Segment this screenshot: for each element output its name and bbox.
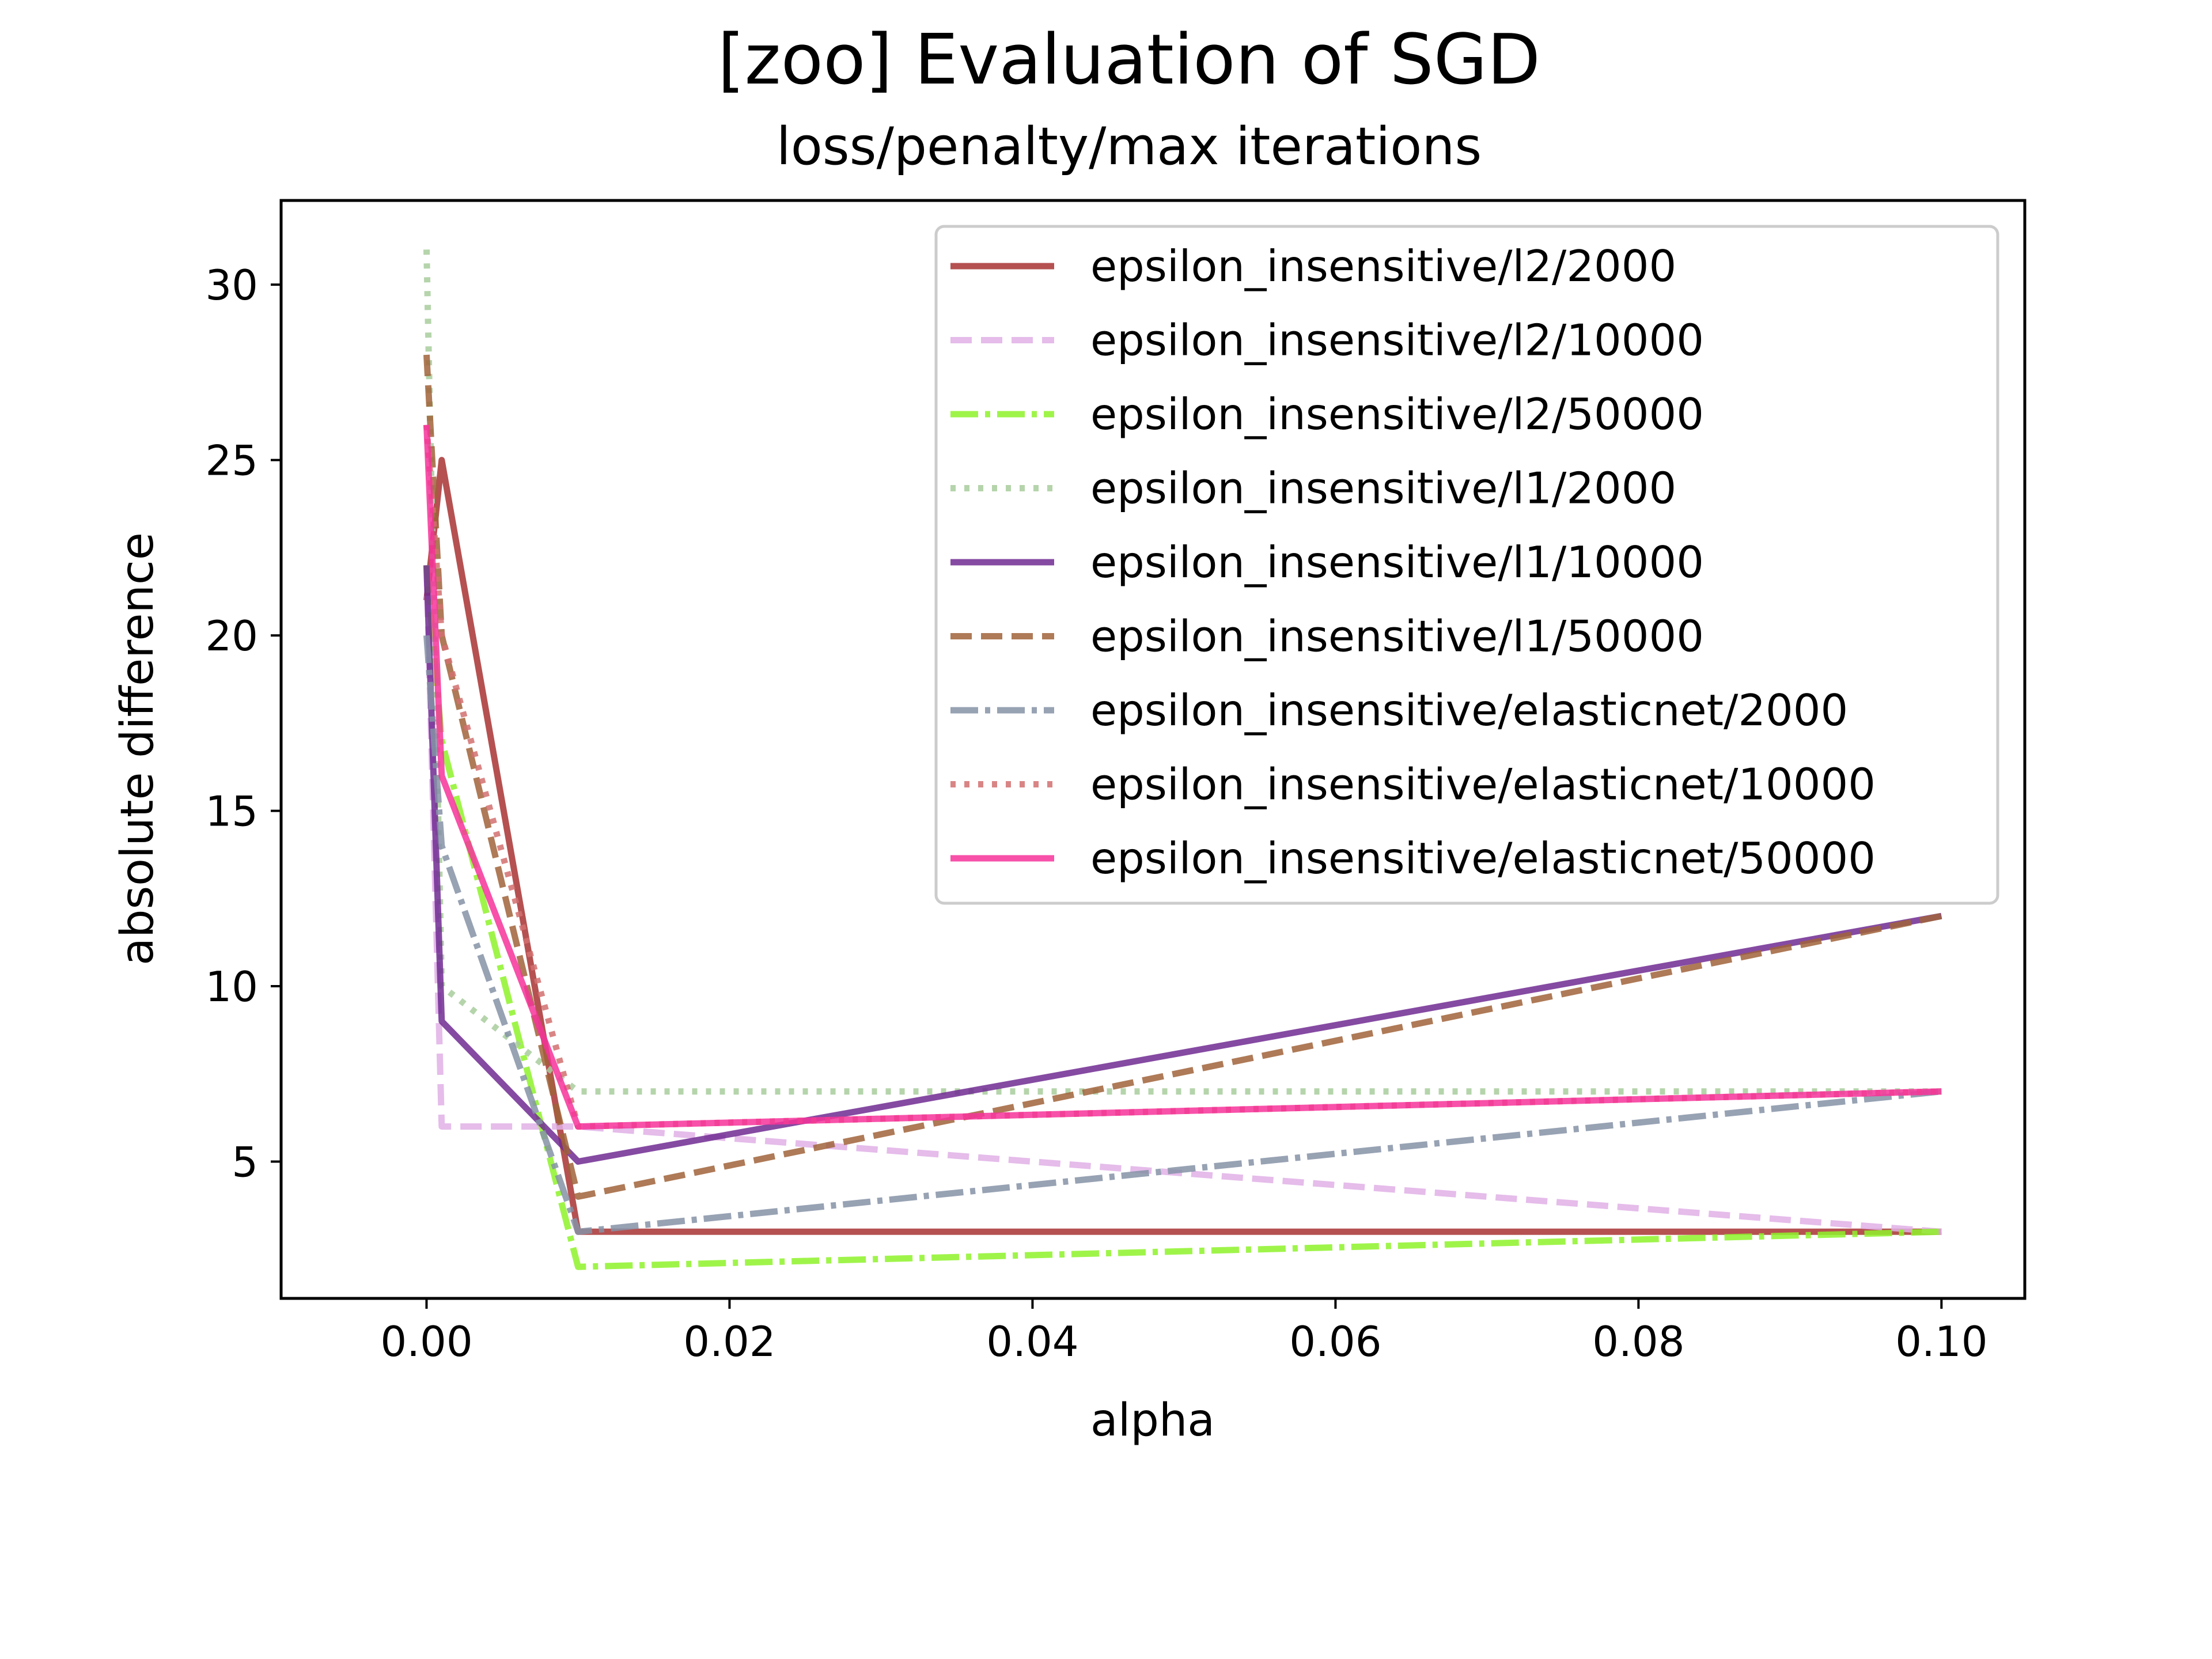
y-tick-label: 15 (205, 787, 258, 836)
series-line-3 (423, 565, 1942, 1270)
y-tick-label: 25 (205, 437, 258, 485)
y-tick-label: 20 (205, 612, 258, 660)
x-tick-label: 0.06 (1289, 1317, 1381, 1366)
legend-frame (934, 225, 1999, 905)
legend-label: epsilon_insensitive/l2/50000 (1090, 389, 1704, 440)
x-axis: 0.00 0.02 0.04 0.06 0.08 0.10 (380, 1298, 1988, 1366)
series-line-5 (423, 565, 1942, 1165)
legend-label: epsilon_insensitive/l2/2000 (1090, 241, 1676, 291)
y-tick-label: 30 (205, 261, 258, 309)
y-tick-label: 5 (232, 1138, 258, 1187)
y-axis-label: absolute difference (112, 532, 164, 965)
series-line-4 (423, 249, 1942, 1095)
plot-area (423, 249, 1942, 1270)
legend-label: epsilon_insensitive/elasticnet/10000 (1090, 759, 1876, 810)
legend-label: epsilon_insensitive/l1/50000 (1090, 611, 1704, 662)
x-tick-label: 0.04 (986, 1317, 1078, 1366)
legend-label: epsilon_insensitive/l1/2000 (1090, 463, 1676, 514)
x-tick-label: 0.08 (1592, 1317, 1684, 1366)
legend-label: epsilon_insensitive/l2/10000 (1090, 315, 1704, 366)
legend: epsilon_insensitive/l2/2000 epsilon_insen… (934, 225, 1999, 905)
x-axis-label: alpha (1090, 1395, 1215, 1446)
x-tick-label: 0.10 (1895, 1317, 1987, 1366)
series-line-9 (423, 425, 1942, 1130)
y-tick-label: 10 (205, 963, 258, 1011)
y-axis: 5 10 15 20 25 30 (205, 261, 281, 1187)
legend-label: epsilon_insensitive/l1/10000 (1090, 537, 1704, 588)
chart-subtitle: loss/penalty/max iterations (777, 116, 1482, 177)
legend-label: epsilon_insensitive/elasticnet/2000 (1090, 685, 1848, 736)
chart-title: [zoo] Evaluation of SGD (718, 20, 1540, 100)
plot-frame (279, 199, 2027, 1300)
legend-label: epsilon_insensitive/elasticnet/50000 (1090, 833, 1876, 884)
x-tick-label: 0.00 (380, 1317, 472, 1366)
series-line-7 (423, 635, 1942, 1235)
x-tick-label: 0.02 (683, 1317, 775, 1366)
